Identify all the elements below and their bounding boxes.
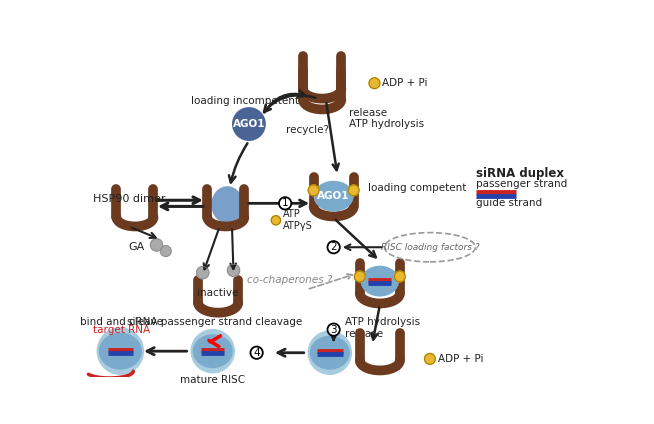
Text: HSP90 dimer: HSP90 dimer (93, 194, 165, 204)
Text: guide strand: guide strand (476, 198, 542, 208)
Circle shape (354, 271, 365, 282)
Circle shape (191, 329, 234, 373)
Circle shape (424, 354, 436, 364)
Circle shape (197, 266, 209, 279)
Text: release
ATP hydrolysis: release ATP hydrolysis (349, 108, 424, 129)
Circle shape (369, 78, 380, 89)
Circle shape (349, 185, 359, 196)
Text: AGO1: AGO1 (233, 119, 265, 129)
Circle shape (279, 197, 291, 209)
Ellipse shape (360, 266, 399, 296)
Text: ATP
ATPγS: ATP ATPγS (283, 209, 313, 231)
Text: passenger strand: passenger strand (476, 179, 567, 189)
Text: siRNA passenger strand cleavage: siRNA passenger strand cleavage (127, 317, 302, 327)
Circle shape (150, 239, 163, 251)
Ellipse shape (232, 107, 266, 141)
Text: bind and cleave: bind and cleave (80, 317, 164, 327)
Text: GA: GA (129, 242, 145, 252)
Circle shape (308, 185, 319, 196)
Circle shape (97, 328, 143, 374)
Text: ATP hydrolysis
release: ATP hydrolysis release (345, 317, 421, 339)
Text: loading competent: loading competent (368, 184, 467, 193)
Ellipse shape (310, 336, 350, 370)
Text: co-chaperones ?: co-chaperones ? (247, 275, 332, 285)
Text: 2: 2 (330, 242, 337, 252)
Text: siRNA duplex: siRNA duplex (476, 167, 564, 180)
Text: ADP + Pi: ADP + Pi (438, 354, 483, 364)
Text: mature RISC: mature RISC (181, 375, 245, 385)
Text: inactive: inactive (198, 288, 239, 298)
Circle shape (228, 264, 240, 276)
Text: RISC loading factors ?: RISC loading factors ? (381, 243, 479, 252)
Text: 3: 3 (330, 325, 337, 335)
Circle shape (328, 324, 340, 336)
Ellipse shape (99, 333, 142, 370)
Ellipse shape (193, 334, 233, 368)
Circle shape (308, 331, 351, 374)
Circle shape (271, 216, 281, 225)
Text: 1: 1 (282, 198, 288, 208)
Text: AGO1: AGO1 (317, 191, 350, 201)
Text: ADP + Pi: ADP + Pi (382, 78, 428, 88)
Text: recycle?: recycle? (286, 125, 329, 135)
Circle shape (250, 346, 263, 359)
Circle shape (328, 241, 340, 254)
Ellipse shape (314, 181, 354, 212)
Circle shape (394, 271, 405, 282)
Ellipse shape (385, 233, 475, 262)
Text: loading incompetent: loading incompetent (191, 96, 299, 106)
Ellipse shape (211, 186, 243, 223)
Text: target RNA: target RNA (94, 325, 150, 335)
Text: 4: 4 (253, 348, 260, 358)
Circle shape (160, 245, 171, 257)
